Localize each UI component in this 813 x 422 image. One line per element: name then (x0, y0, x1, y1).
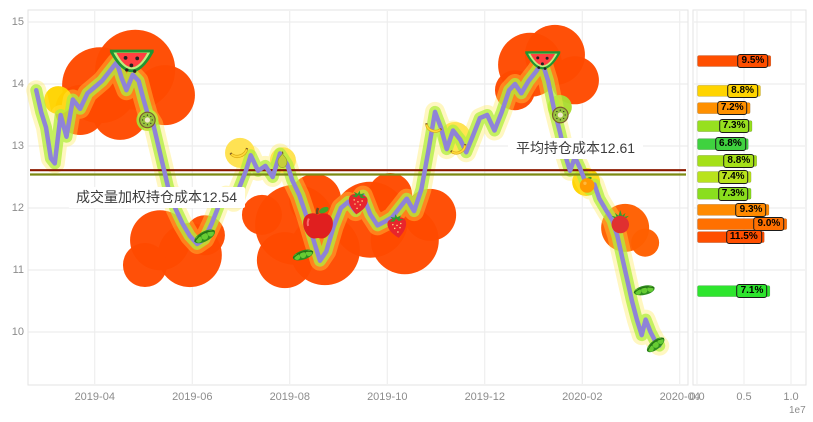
x-tick-label: 0.5 (736, 391, 752, 403)
y-tick-label: 13 (11, 140, 24, 152)
avg-cost-label: 平均持仓成本12.61 (508, 138, 644, 159)
x-tick-label: 2019-04 (74, 391, 115, 403)
x-tick-label: 2019-10 (367, 391, 408, 403)
bar-percent-label: 7.4% (717, 170, 749, 184)
cloud-blob (550, 56, 599, 105)
x-tick-label: 2020-04 (659, 391, 700, 403)
x-tick-label: 2020-02 (562, 391, 603, 403)
bar-percent-label: 9.5% (737, 54, 769, 69)
y-tick-label: 10 (11, 326, 24, 338)
bar-percent-label: 9.0% (753, 217, 785, 232)
x-tick-label: 2019-08 (269, 391, 310, 403)
x-tick-label: 1.0 (783, 391, 799, 403)
bar-percent-label: 9.3% (735, 202, 767, 217)
axis-exponent-label: 1e7 (789, 405, 806, 416)
cloud-blob (122, 243, 167, 288)
bar-percent-label: 7.3% (717, 186, 749, 201)
y-tick-label: 12 (11, 202, 24, 214)
y-tick-label: 14 (11, 78, 24, 90)
y-tick-label: 11 (12, 264, 24, 276)
cloud-blob (92, 83, 149, 140)
x-tick-label: 2019-12 (464, 391, 505, 403)
kiwi-icon (551, 106, 569, 124)
left-panel-frame (27, 9, 689, 386)
bar-percent-label: 8.8% (723, 153, 755, 168)
cloud-blob (44, 86, 73, 115)
y-tick-label: 15 (11, 16, 24, 28)
bar-percent-label: 11.5% (725, 230, 762, 245)
cloud-blob (631, 228, 660, 257)
bar-percent-label: 7.1% (736, 284, 768, 299)
x-tick-label: 0.0 (689, 391, 705, 403)
bar-percent-label: 7.3% (718, 119, 750, 134)
right-panel-frame (692, 9, 807, 386)
vwap-cost-label: 成交量加权持仓成本12.54 (68, 187, 246, 208)
cloud-blob (256, 232, 313, 289)
x-tick-label: 2019-06 (172, 391, 213, 403)
bar-percent-label: 6.8% (714, 137, 746, 152)
bar-percent-label: 7.2% (716, 101, 748, 116)
bar-percent-label: 8.8% (727, 83, 758, 98)
kiwi-icon (139, 111, 156, 129)
